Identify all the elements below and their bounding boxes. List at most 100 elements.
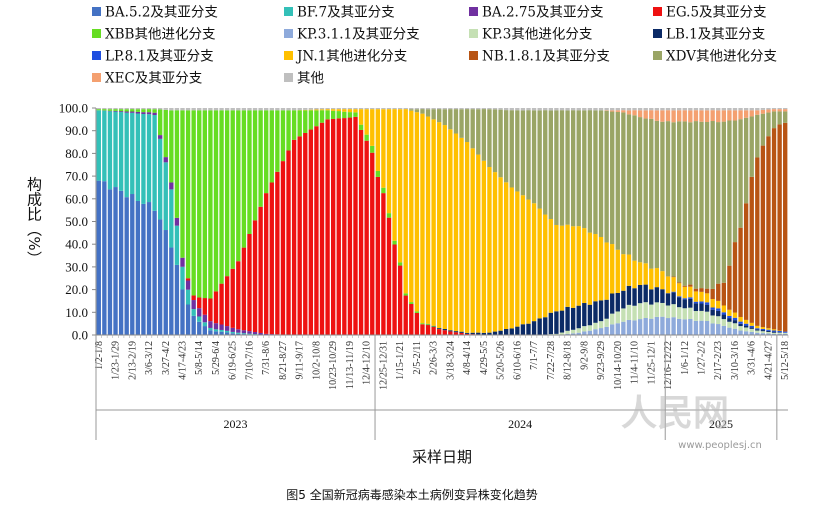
bar-segment-bf-7 — [236, 332, 241, 334]
bar-segment-lb-1 — [492, 331, 498, 335]
bar-segment-lb-1 — [637, 284, 643, 304]
bar-segment-jn-1 — [481, 160, 487, 333]
bar-segment-jn-1 — [397, 109, 403, 263]
bar-stack-1/2-1/8 — [96, 108, 101, 335]
bar-segment-xec — [710, 110, 715, 122]
bar-segment-lb-1 — [437, 327, 442, 329]
bar-stack-8/12-8/18 — [565, 108, 570, 335]
bar-segment-kp-3 — [565, 330, 570, 334]
bar-segment-jn-1 — [749, 322, 754, 326]
bar-segment-xdv — [531, 110, 537, 204]
bar-segment-other — [464, 108, 470, 110]
bar-segment-xdv — [660, 121, 665, 272]
bar-segment-other — [777, 108, 782, 110]
bar-stack-3/6-3/12 — [146, 108, 152, 335]
bar-segment-lp-8-1 — [704, 302, 710, 305]
bar-segment-jn-1 — [727, 309, 732, 316]
bar-segment-lb-1 — [504, 328, 509, 335]
bar-segment-other — [771, 108, 777, 110]
bar-segment-xbb — [241, 110, 247, 248]
bar-segment-xdv — [626, 114, 632, 255]
bar-segment-lp-8-1 — [766, 329, 771, 331]
bar-segment-kp-3 — [570, 329, 576, 334]
bar-segment-ba-5-2 — [107, 189, 113, 335]
bar-segment-xbb — [275, 110, 280, 172]
bar-segment-lp-8-1 — [749, 325, 754, 328]
bar-segment-jn-1 — [381, 109, 386, 188]
y-tick-label: 80.0 — [65, 146, 88, 161]
x-tick-label: 4/29-5/5 — [479, 341, 490, 375]
bar-stack-3/11-3/17 — [442, 108, 447, 335]
bar-stack-7/31-8/6 — [264, 108, 269, 335]
bar-segment-eg-5 — [459, 332, 464, 335]
bar-segment-nb-1-8-1 — [710, 288, 715, 300]
bar-stack-11/27-12/3 — [358, 108, 364, 335]
year-label-2023: 2023 — [224, 417, 248, 431]
x-tick-label: 1/15-1/21 — [395, 341, 406, 380]
bar-segment-kp-3-1-1 — [598, 328, 604, 335]
bar-segment-eg-5 — [236, 261, 241, 330]
bar-segment-kp-3 — [604, 318, 609, 327]
bar-segment-xec — [699, 110, 704, 122]
bar-segment-jn-1 — [409, 110, 414, 303]
bar-stack-11/4-11/10 — [632, 108, 637, 335]
bar-segment-xbb — [392, 240, 397, 245]
legend-swatch-other — [284, 73, 293, 82]
bar-segment-xdv — [671, 122, 676, 277]
bar-stack-10/30-11/5 — [336, 108, 341, 335]
bar-segment-xdv — [710, 121, 715, 289]
x-tick-label: 10/23-10/29 — [328, 341, 339, 390]
bar-segment-lb-1 — [587, 304, 593, 326]
bar-stack-10/16-10/22 — [325, 108, 330, 335]
bar-segment-jn-1 — [704, 293, 710, 303]
bar-stack-2/13-2/19 — [130, 108, 135, 335]
bar-segment-other — [331, 108, 336, 110]
bar-segment-ba-5-2 — [163, 230, 168, 335]
bar-stack-12/4-12/10 — [364, 108, 369, 335]
bar-segment-jn-1 — [425, 116, 431, 324]
bar-segment-xdv — [554, 110, 559, 225]
bar-segment-jn-1 — [498, 177, 503, 331]
bar-segment-xbb — [130, 109, 135, 112]
bar-segment-nb-1-8-1 — [671, 276, 676, 278]
bar-segment-lp-8-1 — [677, 296, 682, 298]
bar-segment-other — [370, 108, 375, 110]
bar-segment-other — [118, 108, 124, 110]
bar-segment-xdv — [766, 112, 771, 137]
bar-segment-bf-7 — [146, 114, 152, 203]
bar-segment-lb-1 — [710, 309, 715, 316]
bar-segment-other — [621, 108, 626, 111]
bar-stack-4/28-5/4 — [771, 108, 777, 335]
bar-stack-5/8-5/14 — [197, 108, 202, 335]
bar-segment-jn-1 — [626, 254, 632, 286]
bar-stack-5/15-5/21 — [202, 108, 207, 335]
bar-segment-xbb — [224, 110, 230, 277]
bar-segment-ba-2-75 — [118, 111, 124, 113]
bar-segment-xbb — [247, 110, 252, 234]
bar-segment-other — [420, 108, 425, 110]
bar-segment-xbb — [325, 110, 330, 120]
x-tick-label: 11/13-11/19 — [345, 341, 356, 389]
legend-label-ba-2-75: BA.2.75及其亚分支 — [482, 5, 604, 21]
bar-stack-9/11-9/17 — [297, 108, 302, 335]
bar-segment-xdv — [693, 121, 699, 289]
bar-stack-4/14-4/20 — [760, 108, 766, 335]
bar-segment-jn-1 — [643, 263, 648, 285]
bar-segment-bf-7 — [124, 112, 129, 198]
bar-segment-xdv — [677, 121, 682, 283]
legend-swatch-xec — [92, 73, 101, 82]
bar-stack-2/24-3/2 — [721, 108, 726, 335]
bar-segment-ba-5-2 — [202, 326, 207, 335]
bar-segment-xdv — [425, 109, 431, 117]
bar-segment-lp-8-1 — [771, 330, 777, 332]
bar-segment-lb-1 — [677, 297, 682, 308]
bar-segment-kp-3 — [626, 304, 632, 320]
bar-segment-xbb — [163, 109, 168, 158]
bar-stack-12/18-12/24 — [375, 108, 380, 335]
bar-segment-kp-3 — [721, 319, 726, 326]
bar-segment-eg-5 — [336, 118, 341, 335]
bar-segment-jn-1 — [777, 330, 782, 332]
bar-segment-lb-1 — [693, 303, 699, 312]
bar-segment-eg-5 — [331, 118, 336, 336]
bar-segment-kp-3-1-1 — [660, 316, 665, 335]
